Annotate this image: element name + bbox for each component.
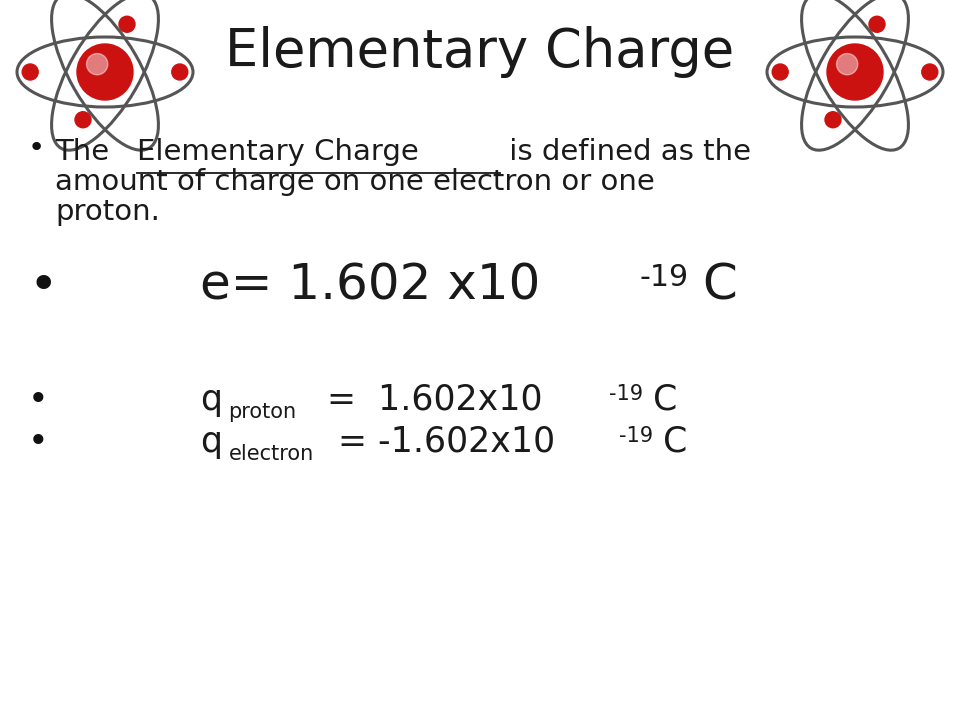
Circle shape: [772, 64, 788, 80]
Text: proton.: proton.: [55, 198, 160, 226]
Circle shape: [827, 44, 883, 100]
Text: C: C: [703, 262, 737, 310]
Text: •: •: [28, 134, 45, 162]
Circle shape: [77, 44, 133, 100]
Text: amount of charge on one electron or one: amount of charge on one electron or one: [55, 168, 655, 196]
Text: C: C: [653, 383, 677, 417]
Circle shape: [75, 112, 91, 127]
Text: •: •: [28, 425, 49, 459]
Text: The: The: [55, 138, 118, 166]
Text: Elementary Charge: Elementary Charge: [136, 138, 419, 166]
Text: e= 1.602 x10: e= 1.602 x10: [200, 262, 540, 310]
Circle shape: [836, 53, 858, 75]
Text: Elementary Charge: Elementary Charge: [226, 26, 734, 78]
Text: = -1.602x10: = -1.602x10: [338, 425, 556, 459]
Text: -19: -19: [618, 426, 653, 446]
Circle shape: [825, 112, 841, 127]
Text: -19: -19: [639, 263, 688, 292]
Text: C: C: [662, 425, 687, 459]
Text: •: •: [28, 262, 58, 310]
Text: electron: electron: [228, 444, 314, 464]
Text: q: q: [200, 383, 222, 417]
Circle shape: [172, 64, 188, 80]
Circle shape: [119, 17, 135, 32]
Circle shape: [922, 64, 938, 80]
Text: is defined as the: is defined as the: [500, 138, 752, 166]
Text: proton: proton: [228, 402, 297, 422]
Circle shape: [869, 17, 885, 32]
Text: -19: -19: [609, 384, 642, 404]
Circle shape: [86, 53, 108, 75]
Text: q: q: [200, 425, 222, 459]
Text: =  1.602x10: = 1.602x10: [316, 383, 542, 417]
Text: •: •: [28, 383, 49, 417]
Circle shape: [22, 64, 38, 80]
